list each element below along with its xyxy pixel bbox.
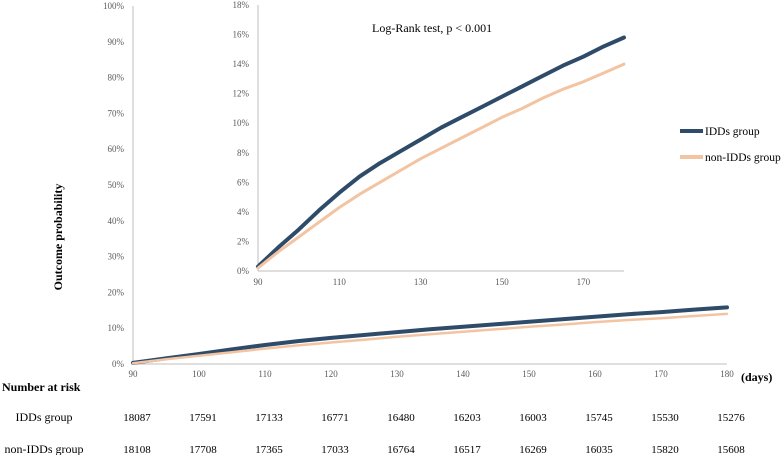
risk-count: 15530 xyxy=(651,412,679,424)
inset-y-tick-label: 18% xyxy=(233,0,250,10)
inset-x-tick-label: 90 xyxy=(254,277,264,287)
y-tick-label: 10% xyxy=(108,323,125,333)
inset-y-tick-label: 14% xyxy=(233,59,250,69)
x-tick-label: 160 xyxy=(588,369,602,379)
x-tick-label: 150 xyxy=(522,369,536,379)
inset-y-tick-label: 8% xyxy=(237,148,250,158)
risk-count: 16764 xyxy=(387,444,415,455)
risk-count: 16771 xyxy=(321,412,349,424)
inset-y-tick-label: 0% xyxy=(237,266,250,276)
risk-count: 15608 xyxy=(717,444,745,455)
inset-x-tick-label: 170 xyxy=(577,277,591,287)
inset-y-tick-label: 4% xyxy=(237,207,250,217)
inset-series-line-idds xyxy=(256,35,626,269)
inset-y-tick-label: 2% xyxy=(237,236,250,246)
risk-count: 15276 xyxy=(717,412,745,424)
risk-count: 17133 xyxy=(255,412,283,424)
inset-series-line-non-idds xyxy=(256,62,626,270)
inset-y-tick-label: 6% xyxy=(237,177,250,187)
risk-table-title: Number at risk xyxy=(2,380,81,394)
main-series-line-non-idds xyxy=(131,312,729,365)
risk-count: 16269 xyxy=(519,444,547,455)
x-unit-label: (days) xyxy=(741,370,772,384)
risk-count: 17591 xyxy=(189,412,217,424)
x-tick-label: 170 xyxy=(654,369,668,379)
inset-x-tick-label: 150 xyxy=(495,277,509,287)
inset-x-tick-label: 110 xyxy=(333,277,347,287)
x-tick-label: 140 xyxy=(456,369,470,379)
x-tick-label: 180 xyxy=(720,369,734,379)
legend: IDDs group non-IDDs group xyxy=(680,126,781,164)
risk-count: 17708 xyxy=(189,444,217,455)
risk-count: 16203 xyxy=(453,412,481,424)
risk-count: 17365 xyxy=(255,444,283,455)
risk-row-label-idds: IDDs group xyxy=(16,410,73,424)
x-tick-label: 130 xyxy=(390,369,404,379)
y-tick-label: 70% xyxy=(108,108,125,118)
x-tick-label: 120 xyxy=(324,369,338,379)
y-axis-title: Outcome probability xyxy=(51,184,65,291)
risk-count: 16035 xyxy=(585,444,613,455)
inset-x-tick-label: 130 xyxy=(414,277,428,287)
risk-count: 18108 xyxy=(123,444,151,455)
legend-label-idds: IDDs group xyxy=(705,126,760,138)
y-tick-label: 80% xyxy=(108,73,125,83)
inset-y-tick-label: 10% xyxy=(233,118,250,128)
inset-y-tick-label: 16% xyxy=(233,30,250,40)
risk-count: 18087 xyxy=(123,412,151,424)
risk-count: 16003 xyxy=(519,412,547,424)
y-tick-label: 40% xyxy=(108,216,125,226)
y-tick-label: 20% xyxy=(108,287,125,297)
inset-y-tick-label: 12% xyxy=(233,89,250,99)
y-tick-label: 0% xyxy=(112,359,125,369)
risk-table: Number at risk IDDs group non-IDDs group… xyxy=(2,380,745,456)
y-tick-label: 30% xyxy=(108,252,125,262)
x-tick-label: 110 xyxy=(258,369,272,379)
risk-count: 15820 xyxy=(651,444,679,455)
risk-count: 17033 xyxy=(321,444,349,455)
risk-row-label-non-idds: non-IDDs group xyxy=(5,442,84,455)
x-tick-label: 90 xyxy=(129,369,139,379)
risk-count: 16517 xyxy=(453,444,481,455)
y-tick-label: 90% xyxy=(108,37,125,47)
risk-count: 16480 xyxy=(387,412,415,424)
risk-count: 15745 xyxy=(585,412,613,424)
main-series-line-idds xyxy=(131,305,729,365)
y-tick-label: 50% xyxy=(108,180,125,190)
y-tick-label: 100% xyxy=(103,1,125,11)
x-tick-label: 100 xyxy=(192,369,206,379)
y-tick-label: 60% xyxy=(108,144,125,154)
inset-annotation: Log-Rank test, p < 0.001 xyxy=(372,21,492,35)
legend-label-non-idds: non-IDDs group xyxy=(705,152,781,164)
